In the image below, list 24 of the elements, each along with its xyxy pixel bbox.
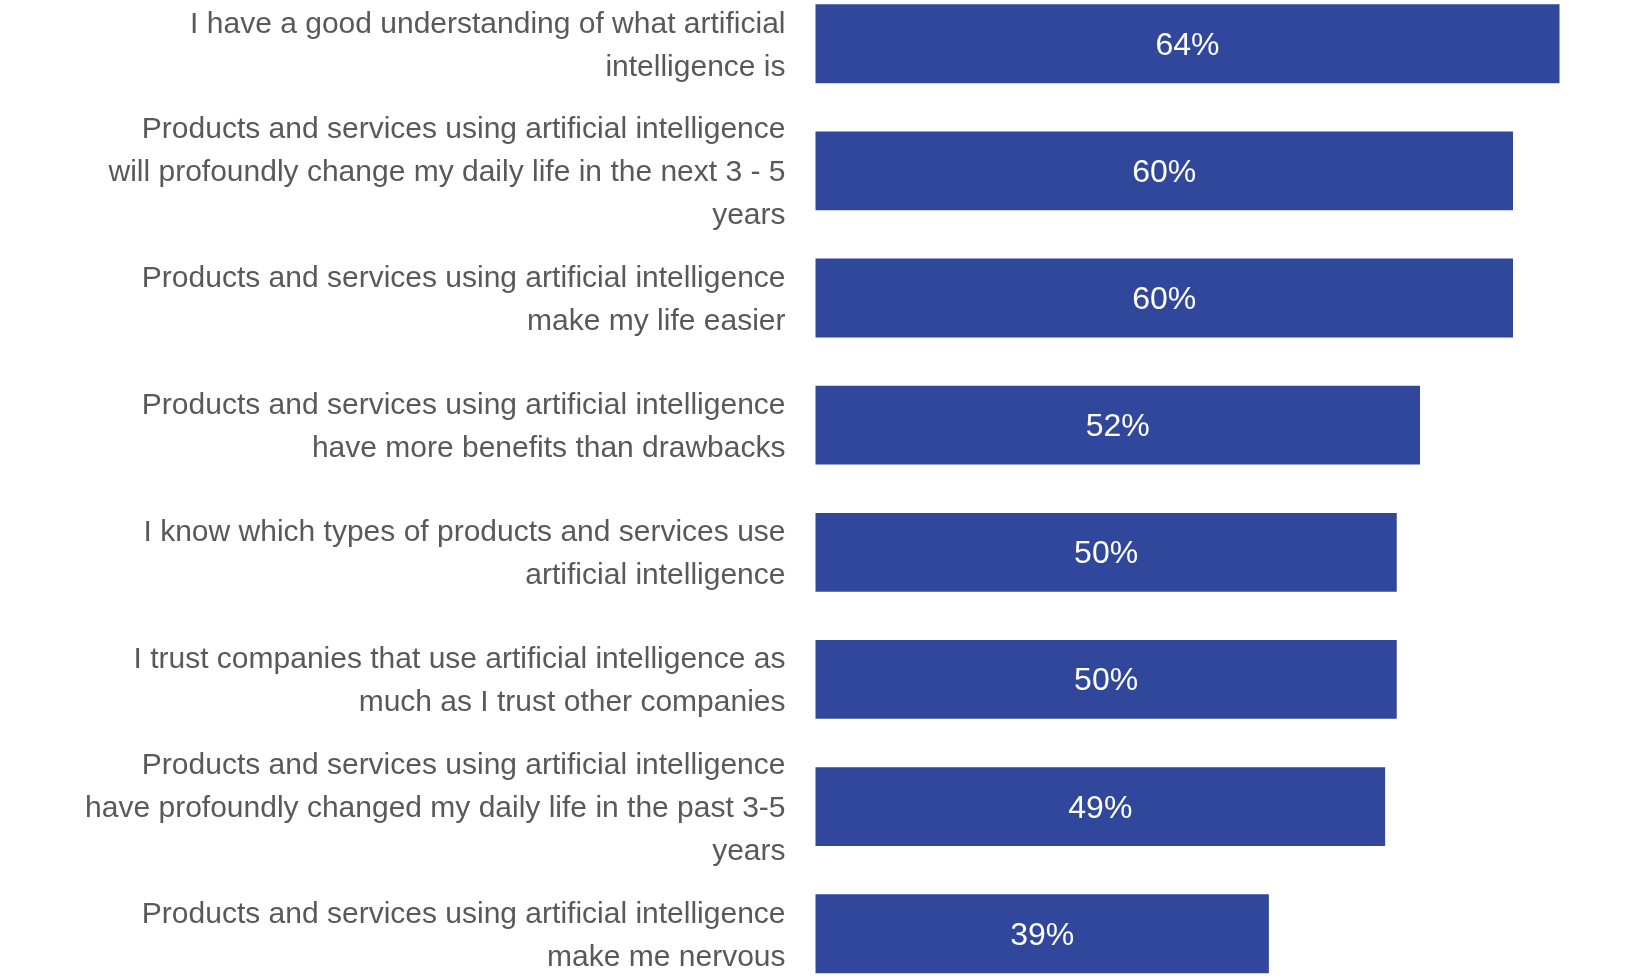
data-label: 60% xyxy=(1132,280,1197,317)
bar xyxy=(815,131,1513,211)
y-tick-label: I know which types of products and services use artificial intelligence xyxy=(143,514,786,591)
data-label: 39% xyxy=(1010,915,1075,952)
bar xyxy=(815,767,1386,846)
y-tick-label: Products and services using artificial intelligence make me nervous xyxy=(141,895,786,972)
y-tick-label: Products and services using artificial intelligence make my life easier xyxy=(141,260,786,336)
bar xyxy=(815,512,1397,592)
data-label: 50% xyxy=(1074,534,1139,571)
data-label: 49% xyxy=(1068,788,1133,825)
bar xyxy=(815,894,1269,974)
y-tick-label: I trust companies that use artificial intelligence as much as I trust other companies xyxy=(133,641,786,718)
data-label: 60% xyxy=(1132,152,1197,189)
y-tick-label: I have a good understanding of what artificial intelligence is xyxy=(190,5,786,82)
data-label: 64% xyxy=(1155,25,1220,62)
y-tick-label: Products and services using artificial intelligence have profoundly changed my daily life in the past 3-5 years xyxy=(85,747,786,866)
y-tick-label: Products and services using artificial intelligence will profoundly change my daily life in the next 3 - 5 years xyxy=(107,111,786,231)
bar xyxy=(815,4,1560,84)
y-tick-label: Products and services using artificial intelligence have more benefits than drawbacks xyxy=(141,387,786,464)
bar xyxy=(815,640,1397,719)
bar xyxy=(815,385,1420,465)
bar xyxy=(815,258,1513,338)
data-label: 50% xyxy=(1074,661,1139,698)
data-label: 52% xyxy=(1085,407,1150,444)
